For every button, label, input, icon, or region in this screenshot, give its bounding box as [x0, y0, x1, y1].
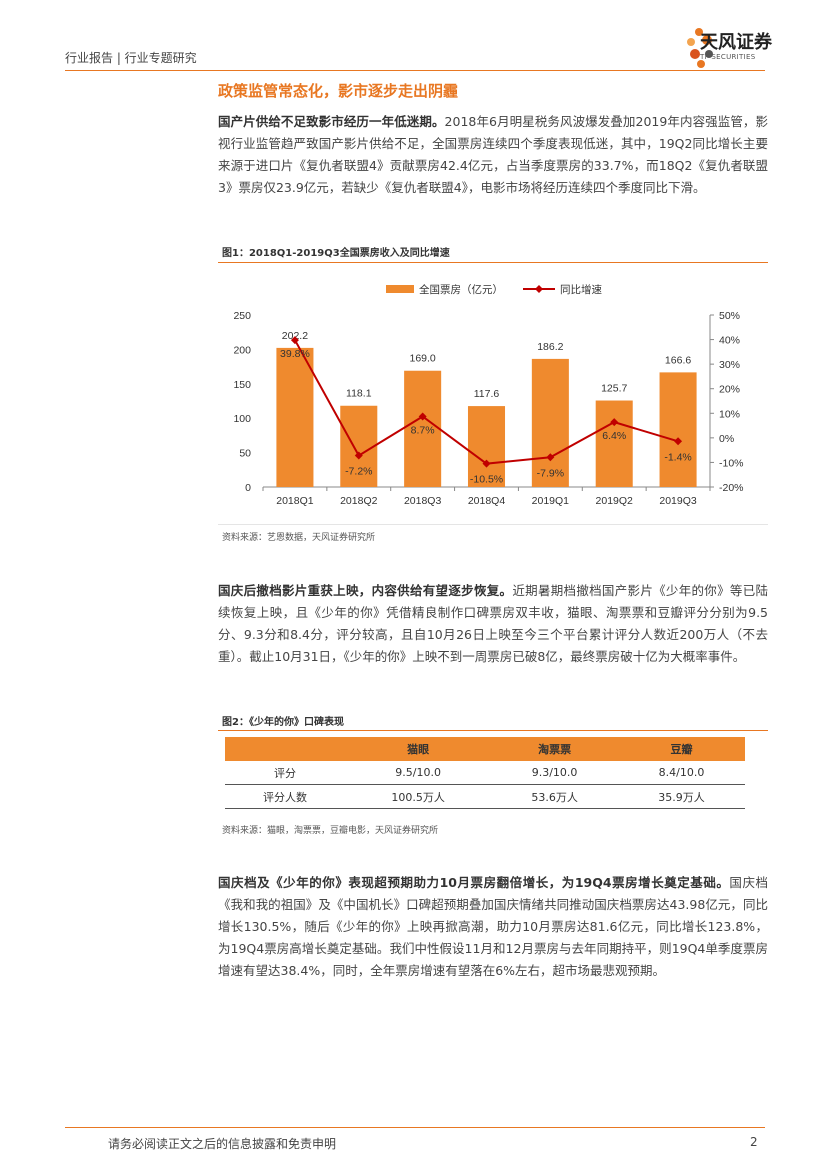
paragraph-3-body: 国庆档《我和我的祖国》及《中国机长》口碑超预期叠加国庆情绪共同推动国庆档票房达4… [218, 875, 768, 978]
section-title: 政策监管常态化，影市逐步走出阴霾 [218, 82, 459, 100]
paragraph-1: 国产片供给不足致影市经历一年低迷期。2018年6月明星税务风波爆发叠加2019年… [218, 111, 768, 199]
y-right-tick-label: 20% [719, 384, 740, 396]
growth-point [610, 418, 619, 427]
bar [531, 358, 569, 487]
growth-value-label: 39.8% [280, 348, 310, 360]
table-cell: 100.5万人 [345, 784, 492, 809]
paragraph-2-body: 近期暑期档撤档国产影片《少年的你》等已陆续恢复上映，且《少年的你》凭借精良制作口… [218, 583, 768, 664]
table-row: 评分人数 100.5万人 53.6万人 35.9万人 [225, 784, 745, 809]
paragraph-2-lead: 国庆后撤档影片重获上映，内容供给有望逐步恢复。 [218, 583, 513, 598]
bar-value-label: 166.6 [665, 354, 691, 366]
box-office-chart: 全国票房（亿元） 同比增速 0 50 100 150 200 250 -20% -10% 0% 10%… [233, 283, 744, 507]
growth-value-label: 8.7% [411, 424, 435, 436]
table-header-cell: 淘票票 [491, 737, 619, 761]
rating-table: 猫眼 淘票票 豆瓣 评分 9.5/10.0 9.3/10.0 8.4/10.0 … [225, 737, 745, 809]
logo-text-en: TF SECURITIES [700, 53, 756, 61]
table-header-row: 猫眼 淘票票 豆瓣 [225, 737, 745, 761]
y-left-tick-label: 200 [233, 344, 251, 356]
figure-2-source: 资料来源：猫眼，淘票票，豆瓣电影，天风证券研究所 [222, 826, 439, 836]
x-tick-label: 2019Q3 [659, 495, 697, 507]
x-tick-label: 2019Q1 [532, 495, 570, 507]
figure-1-title: 图1：2018Q1-2019Q3全国票房收入及同比增速 [222, 248, 450, 259]
y-left-tick-label: 250 [233, 310, 251, 322]
table-cell: 35.9万人 [618, 784, 745, 809]
growth-point [354, 451, 363, 460]
bar-value-label: 118.1 [346, 388, 372, 400]
table-row: 评分 9.5/10.0 9.3/10.0 8.4/10.0 [225, 761, 745, 785]
x-tick-label: 2018Q1 [276, 495, 314, 507]
bar [467, 406, 506, 487]
table-header-cell: 猫眼 [345, 737, 492, 761]
figure-1-source: 资料来源：艺恩数据，天风证券研究所 [222, 533, 376, 543]
bar [659, 372, 697, 487]
paragraph-2: 国庆后撤档影片重获上映，内容供给有望逐步恢复。近期暑期档撤档国产影片《少年的你》… [218, 580, 768, 668]
bar-value-label: 117.6 [474, 388, 500, 400]
y-right-tick-label: 30% [719, 359, 740, 371]
growth-value-label: -10.5% [470, 474, 503, 486]
table-cell: 评分 [225, 761, 346, 785]
report-category: 行业报告 | 行业专题研究 [65, 51, 197, 65]
table-cell: 评分人数 [225, 784, 346, 809]
footer-disclaimer: 请务必阅读正文之后的信息披露和免责申明 [108, 1137, 337, 1151]
y-left-tick-label: 150 [233, 379, 251, 391]
logo-text-cn: 天风证券 [700, 32, 772, 53]
y-left-tick-label: 0 [245, 482, 251, 494]
x-tick-label: 2018Q2 [340, 495, 378, 507]
legend-swatch-box-office [386, 285, 414, 293]
tf-securities-logo [687, 28, 713, 68]
legend-label-growth: 同比增速 [560, 283, 602, 296]
legend-label-box-office: 全国票房（亿元） [419, 283, 503, 296]
header-divider [65, 70, 765, 71]
growth-point [546, 453, 555, 462]
x-tick-label: 2018Q4 [468, 495, 506, 507]
table-header-cell: 豆瓣 [618, 737, 745, 761]
growth-value-label: 6.4% [602, 430, 626, 442]
y-right-tick-label: 50% [719, 310, 740, 322]
growth-point [290, 336, 299, 345]
y-right-tick-label: -10% [719, 457, 744, 469]
figure-1-divider [218, 262, 768, 263]
x-tick-label: 2019Q2 [596, 495, 634, 507]
bar-value-label: 125.7 [601, 383, 627, 395]
growth-point [482, 459, 491, 468]
table-cell: 53.6万人 [491, 784, 619, 809]
y-right-tick-label: 40% [719, 335, 740, 347]
bar-value-label: 169.0 [410, 353, 436, 365]
growth-value-label: -7.9% [537, 467, 564, 479]
table-header-cell [225, 737, 346, 761]
page-number: 2 [750, 1135, 758, 1149]
table-cell: 9.3/10.0 [491, 761, 619, 785]
footer-divider [65, 1127, 765, 1128]
paragraph-3: 国庆档及《少年的你》表现超预期助力10月票房翻倍增长，为19Q4票房增长奠定基础… [218, 872, 768, 982]
growth-point [418, 412, 427, 421]
bar-value-label: 186.2 [537, 341, 563, 353]
paragraph-3-lead: 国庆档及《少年的你》表现超预期助力10月票房翻倍增长，为19Q4票房增长奠定基础… [218, 875, 730, 890]
bar [595, 400, 633, 487]
paragraph-1-body: 2018年6月明星税务风波爆发叠加2019年内容强监管，影视行业监管趋严致国产影… [218, 114, 768, 195]
table-cell: 9.5/10.0 [345, 761, 492, 785]
y-left-tick-label: 50 [239, 448, 251, 460]
bar [404, 370, 442, 487]
figure-2-title: 图2：《少年的你》口碑表现 [222, 717, 344, 728]
bar [340, 405, 378, 487]
growth-value-label: -7.2% [345, 466, 372, 478]
growth-value-label: -1.4% [664, 451, 691, 463]
growth-point [674, 437, 683, 446]
y-right-tick-label: 0% [719, 433, 734, 445]
y-right-tick-label: -20% [719, 482, 744, 494]
legend-marker-growth [535, 285, 543, 293]
table-cell: 8.4/10.0 [618, 761, 745, 785]
y-left-tick-label: 100 [233, 413, 251, 425]
paragraph-1-lead: 国产片供给不足致影市经历一年低迷期。 [218, 114, 445, 129]
figure-2-divider [218, 730, 768, 731]
bar [276, 347, 314, 487]
bar-value-label: 202.2 [282, 330, 308, 342]
y-right-tick-label: 10% [719, 408, 740, 420]
figure-1-source-divider [218, 524, 768, 525]
x-tick-label: 2018Q3 [404, 495, 442, 507]
